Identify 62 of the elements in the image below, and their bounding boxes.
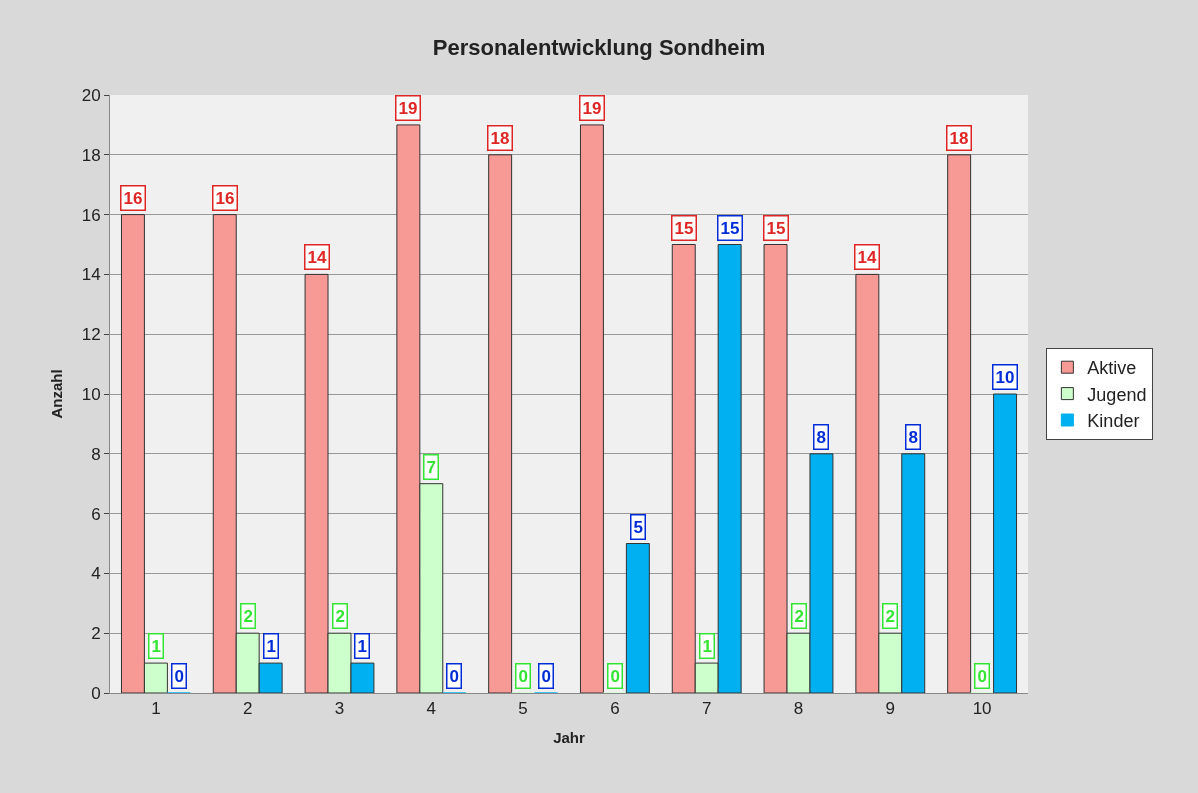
bar bbox=[579, 124, 604, 693]
y-tick-label: 8 bbox=[91, 444, 101, 464]
legend-label: Kinder bbox=[1087, 411, 1140, 432]
y-tick-label: 6 bbox=[91, 504, 101, 524]
data-label: 0 bbox=[541, 666, 551, 686]
x-tick-label: 3 bbox=[334, 699, 345, 719]
data-label: 0 bbox=[449, 666, 459, 686]
data-label: 19 bbox=[398, 98, 418, 118]
y-tick-label: 10 bbox=[81, 384, 101, 404]
x-tick-label: 6 bbox=[610, 699, 620, 719]
y-axis-title: Anzahl bbox=[47, 369, 65, 419]
data-label: 2 bbox=[794, 606, 804, 626]
data-label: 16 bbox=[123, 188, 143, 208]
y-tick-label: 18 bbox=[81, 145, 101, 165]
y-tick-label: 2 bbox=[91, 624, 101, 644]
y-tick-label: 20 bbox=[81, 85, 101, 105]
data-label: 15 bbox=[766, 218, 786, 238]
x-tick-label: 9 bbox=[885, 699, 896, 719]
y-tick-label: 14 bbox=[81, 265, 101, 285]
data-label: 1 bbox=[702, 636, 712, 656]
data-label: 16 bbox=[215, 188, 235, 208]
data-label: 1 bbox=[151, 636, 161, 656]
x-tick-label: 4 bbox=[426, 699, 437, 719]
data-label: 2 bbox=[243, 606, 253, 626]
bar bbox=[993, 393, 1018, 693]
data-label: 18 bbox=[949, 128, 969, 148]
x-tick-label: 8 bbox=[793, 699, 804, 719]
x-axis-title: Jahr bbox=[553, 729, 585, 747]
data-label: 1 bbox=[266, 636, 276, 656]
data-label: 8 bbox=[816, 427, 826, 447]
x-tick-label: 10 bbox=[972, 699, 992, 719]
y-tick-label: 0 bbox=[91, 683, 101, 703]
data-label: 18 bbox=[490, 128, 510, 148]
x-tick-label: 1 bbox=[151, 699, 161, 719]
data-label: 1 bbox=[357, 636, 367, 656]
data-label: 2 bbox=[885, 606, 895, 626]
y-tick-label: 12 bbox=[81, 325, 101, 345]
chart-title: Personalentwicklung Sondheim bbox=[432, 35, 766, 61]
data-label: 2 bbox=[335, 606, 345, 626]
data-label: 15 bbox=[674, 218, 694, 238]
data-label: 7 bbox=[426, 457, 436, 477]
data-label: 14 bbox=[857, 247, 877, 267]
data-label: 0 bbox=[977, 666, 987, 686]
data-label: 10 bbox=[995, 367, 1015, 387]
data-label: 0 bbox=[518, 666, 528, 686]
y-tick-label: 4 bbox=[91, 564, 101, 584]
bar bbox=[947, 154, 972, 693]
data-label: 14 bbox=[307, 247, 327, 267]
x-tick-label: 2 bbox=[242, 699, 253, 719]
bar bbox=[625, 543, 650, 693]
y-tick-label: 16 bbox=[81, 205, 101, 225]
data-label: 8 bbox=[908, 427, 918, 447]
data-label: 5 bbox=[633, 517, 643, 537]
x-tick-label: 7 bbox=[701, 699, 712, 719]
bar bbox=[488, 154, 513, 693]
data-label: 0 bbox=[174, 666, 184, 686]
x-tick-label: 5 bbox=[518, 699, 528, 719]
legend-label: Jugend bbox=[1087, 384, 1147, 405]
data-label: 15 bbox=[720, 218, 740, 238]
legend-label: Aktive bbox=[1087, 358, 1137, 379]
data-label: 0 bbox=[610, 666, 620, 686]
data-label: 19 bbox=[582, 98, 602, 118]
